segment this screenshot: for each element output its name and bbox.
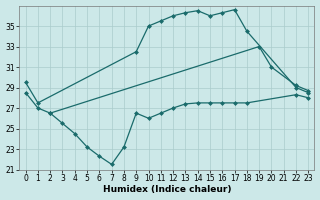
X-axis label: Humidex (Indice chaleur): Humidex (Indice chaleur) bbox=[103, 185, 231, 194]
